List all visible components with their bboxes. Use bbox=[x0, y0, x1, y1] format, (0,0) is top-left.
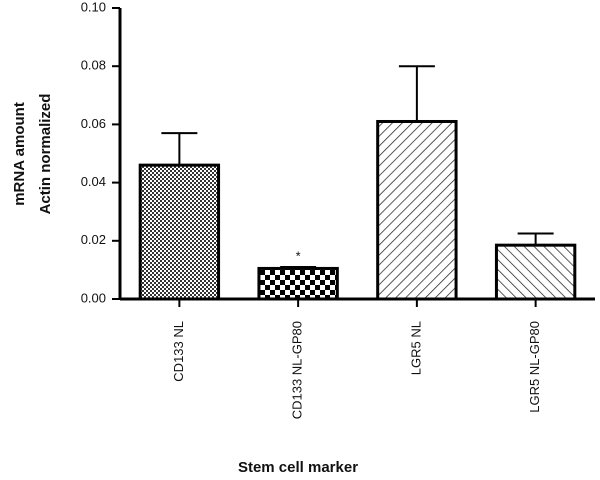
y-tick-label: 0.04 bbox=[81, 174, 106, 189]
bar bbox=[138, 163, 221, 301]
bar bbox=[494, 243, 577, 301]
y-tick-label: 0.08 bbox=[81, 58, 106, 73]
x-tick-label: LGR5 NL bbox=[408, 321, 423, 375]
x-axis-title: Stem cell marker bbox=[238, 459, 358, 476]
x-tick-label: CD133 NL-GP80 bbox=[290, 321, 305, 419]
annotation: * bbox=[296, 248, 301, 263]
y-tick-label: 0.10 bbox=[81, 0, 106, 14]
y-axis-title: Actin normalized bbox=[37, 94, 54, 215]
y-axis-title: mRNA amount bbox=[11, 102, 28, 206]
x-tick-label: LGR5 NL-GP80 bbox=[527, 321, 542, 413]
x-tick-label: CD133 NL bbox=[171, 321, 186, 382]
y-tick-label: 0.00 bbox=[81, 290, 106, 305]
bar bbox=[257, 266, 339, 301]
bar bbox=[376, 119, 458, 301]
y-tick-label: 0.02 bbox=[81, 232, 106, 247]
y-tick-label: 0.06 bbox=[81, 116, 106, 131]
